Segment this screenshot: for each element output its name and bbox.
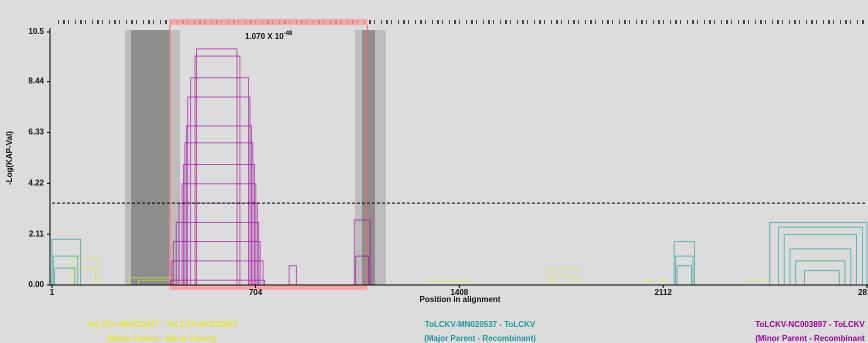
shade-dark	[131, 30, 169, 285]
region-bottom	[169, 285, 368, 290]
x-tick-label: 2816	[858, 288, 868, 297]
legend-subtitle: (Major Parent - Recombinant)	[424, 334, 536, 343]
y-tick-label: 8.44	[28, 77, 44, 86]
legend-subtitle: (Major Parent - Minor Parent)	[107, 334, 217, 343]
y-tick-label: 6.33	[28, 128, 44, 137]
y-tick-label: 0.00	[28, 280, 44, 289]
y-tick-label: 10.5	[28, 27, 44, 36]
annotation-exponent: -48	[284, 31, 293, 37]
x-tick-label: 1	[50, 288, 55, 297]
region-top	[169, 19, 368, 25]
legend-name: ToLCKV-MN020537 - ToLCKV-NC003897	[87, 320, 238, 329]
annotation-text: 1.070 X 10	[245, 32, 284, 41]
x-tick-label: 704	[249, 288, 263, 297]
y-tick-label: 4.22	[28, 178, 44, 187]
x-tick-label: 2112	[654, 288, 672, 297]
y-axis-label: -Log(KAP-Val)	[5, 131, 14, 185]
x-tick-label: 1408	[450, 288, 468, 297]
legend-subtitle: (Minor Parent - Recombinant	[755, 334, 865, 343]
shade-dark	[362, 30, 375, 285]
legend-name: ToLCKV-NC003897 - ToLCKV	[755, 320, 865, 329]
annotation: 1.070 X 10-48	[245, 31, 293, 42]
legend-name: ToLCKV-MN020537 - ToLCKV	[425, 320, 536, 329]
y-tick-label: 2.11	[29, 229, 45, 238]
x-axis-label: Position in alignment	[420, 295, 501, 304]
